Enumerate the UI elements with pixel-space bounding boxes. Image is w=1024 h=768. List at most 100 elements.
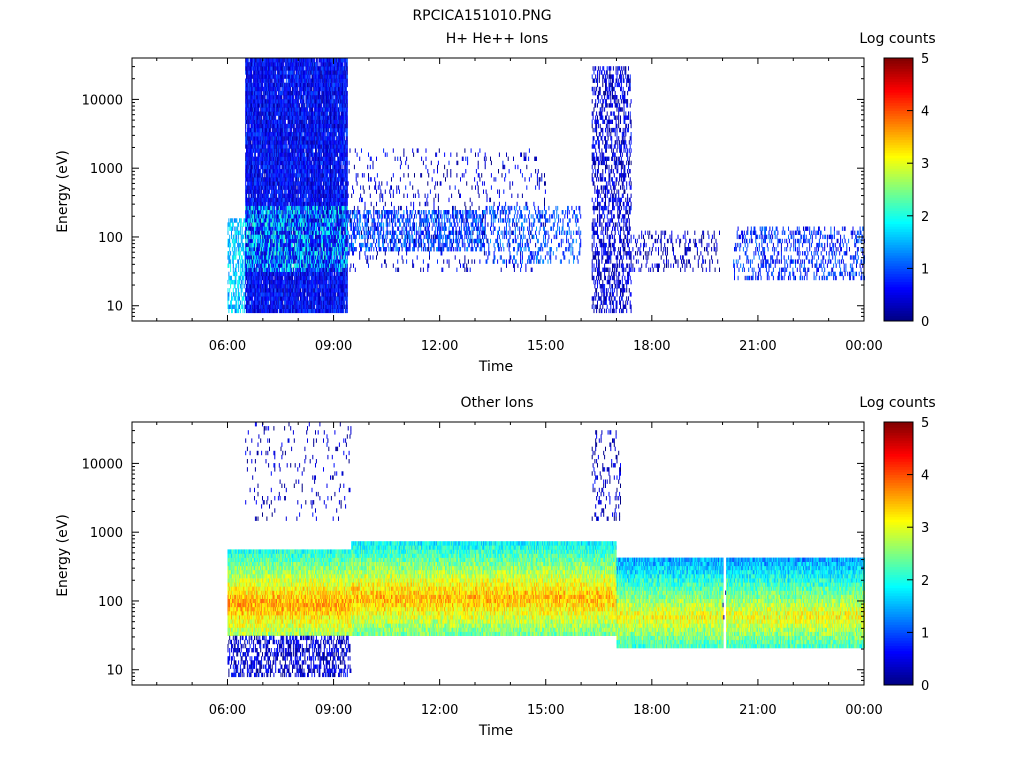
heatmap-cell xyxy=(265,157,266,161)
heatmap-cell xyxy=(287,231,288,235)
heatmap-cell xyxy=(309,276,310,280)
heatmap-cell xyxy=(281,255,282,259)
heatmap-cell xyxy=(258,288,259,292)
heatmap-cell xyxy=(310,116,311,120)
heatmap-cell xyxy=(285,62,286,66)
heatmap-cell xyxy=(280,296,281,300)
heatmap-cell xyxy=(304,301,305,305)
heatmap-cell xyxy=(297,136,298,140)
heatmap-cell xyxy=(294,124,295,128)
heatmap-cell xyxy=(309,91,310,95)
heatmap-cell xyxy=(283,74,284,78)
heatmap-cell xyxy=(256,87,257,91)
heatmap-cell xyxy=(289,198,290,202)
heatmap-cell xyxy=(290,301,291,305)
heatmap-cell xyxy=(273,181,274,185)
heatmap-cell xyxy=(298,181,299,185)
heatmap-cell xyxy=(229,235,230,239)
heatmap-cell xyxy=(304,148,305,152)
heatmap-cell xyxy=(265,161,266,165)
heatmap-cell xyxy=(292,190,293,194)
heatmap-cell xyxy=(277,210,278,214)
heatmap-cell xyxy=(258,120,259,124)
heatmap-cell xyxy=(312,177,313,181)
heatmap-cell xyxy=(300,288,301,292)
heatmap-cell xyxy=(266,194,267,198)
heatmap-cell xyxy=(291,296,292,300)
heatmap-cell xyxy=(289,95,290,99)
heatmap-cell xyxy=(263,103,264,107)
heatmap-cell xyxy=(303,153,304,157)
heatmap-cell xyxy=(309,148,310,152)
heatmap-cell xyxy=(308,214,309,218)
heatmap-cell xyxy=(289,292,290,296)
heatmap-cell xyxy=(271,288,272,292)
heatmap-cell xyxy=(282,309,283,313)
heatmap-cell xyxy=(259,292,260,296)
heatmap-cell xyxy=(288,259,289,263)
heatmap-cell xyxy=(278,181,279,185)
heatmap-cell xyxy=(313,210,314,214)
heatmap-cell xyxy=(256,103,257,107)
heatmap-cell xyxy=(295,91,296,95)
heatmap-cell xyxy=(272,231,273,235)
heatmap-cell xyxy=(313,214,314,218)
heatmap-cell xyxy=(311,268,312,272)
heatmap-cell xyxy=(310,218,311,222)
heatmap-cell xyxy=(293,259,294,263)
heatmap-cell xyxy=(312,301,313,305)
heatmap-cell xyxy=(260,95,261,99)
heatmap-cell xyxy=(289,276,290,280)
heatmap-cell xyxy=(277,239,278,243)
heatmap-cell xyxy=(294,280,295,284)
heatmap-cell xyxy=(246,190,247,194)
heatmap-cell xyxy=(246,255,247,259)
heatmap-cell xyxy=(275,161,276,165)
heatmap-cell xyxy=(266,190,267,194)
heatmap-cell xyxy=(295,132,296,136)
heatmap-cell xyxy=(268,268,269,272)
heatmap-cell xyxy=(240,268,241,272)
heatmap-cell xyxy=(308,120,309,124)
heatmap-cell xyxy=(247,103,248,107)
heatmap-cell xyxy=(281,264,282,268)
heatmap-cell xyxy=(277,107,278,111)
heatmap-cell xyxy=(291,259,292,263)
heatmap-cell xyxy=(240,309,241,313)
heatmap-cell xyxy=(259,194,260,198)
heatmap-cell xyxy=(228,227,229,231)
heatmap-cell xyxy=(288,99,289,103)
heatmap-cell xyxy=(249,66,250,70)
heatmap-cell xyxy=(312,62,313,66)
heatmap-cell xyxy=(290,140,291,144)
heatmap-cell xyxy=(309,268,310,272)
heatmap-cell xyxy=(283,210,284,214)
heatmap-cell xyxy=(268,206,269,210)
heatmap-cell xyxy=(237,284,238,288)
heatmap-cell xyxy=(266,111,267,115)
heatmap-cell xyxy=(256,169,257,173)
heatmap-cell xyxy=(249,181,250,185)
heatmap-cell xyxy=(305,268,306,272)
heatmap-cell xyxy=(304,87,305,91)
heatmap-cell xyxy=(311,218,312,222)
heatmap-cell xyxy=(304,284,305,288)
heatmap-cell xyxy=(250,309,251,313)
heatmap-cell xyxy=(299,144,300,148)
heatmap-cell xyxy=(278,280,279,284)
heatmap-cell xyxy=(276,296,277,300)
heatmap-cell xyxy=(260,190,261,194)
heatmap-cell xyxy=(281,305,282,309)
heatmap-cell xyxy=(276,190,277,194)
heatmap-cell xyxy=(265,136,266,140)
heatmap-cell xyxy=(247,276,248,280)
heatmap-cell xyxy=(252,161,253,165)
heatmap-cell xyxy=(266,276,267,280)
heatmap-cell xyxy=(286,276,287,280)
heatmap-cell xyxy=(308,161,309,165)
heatmap-cell xyxy=(293,99,294,103)
heatmap-cell xyxy=(242,259,243,263)
heatmap-cell xyxy=(266,272,267,276)
heatmap-cell xyxy=(258,239,259,243)
heatmap-cell xyxy=(266,173,267,177)
